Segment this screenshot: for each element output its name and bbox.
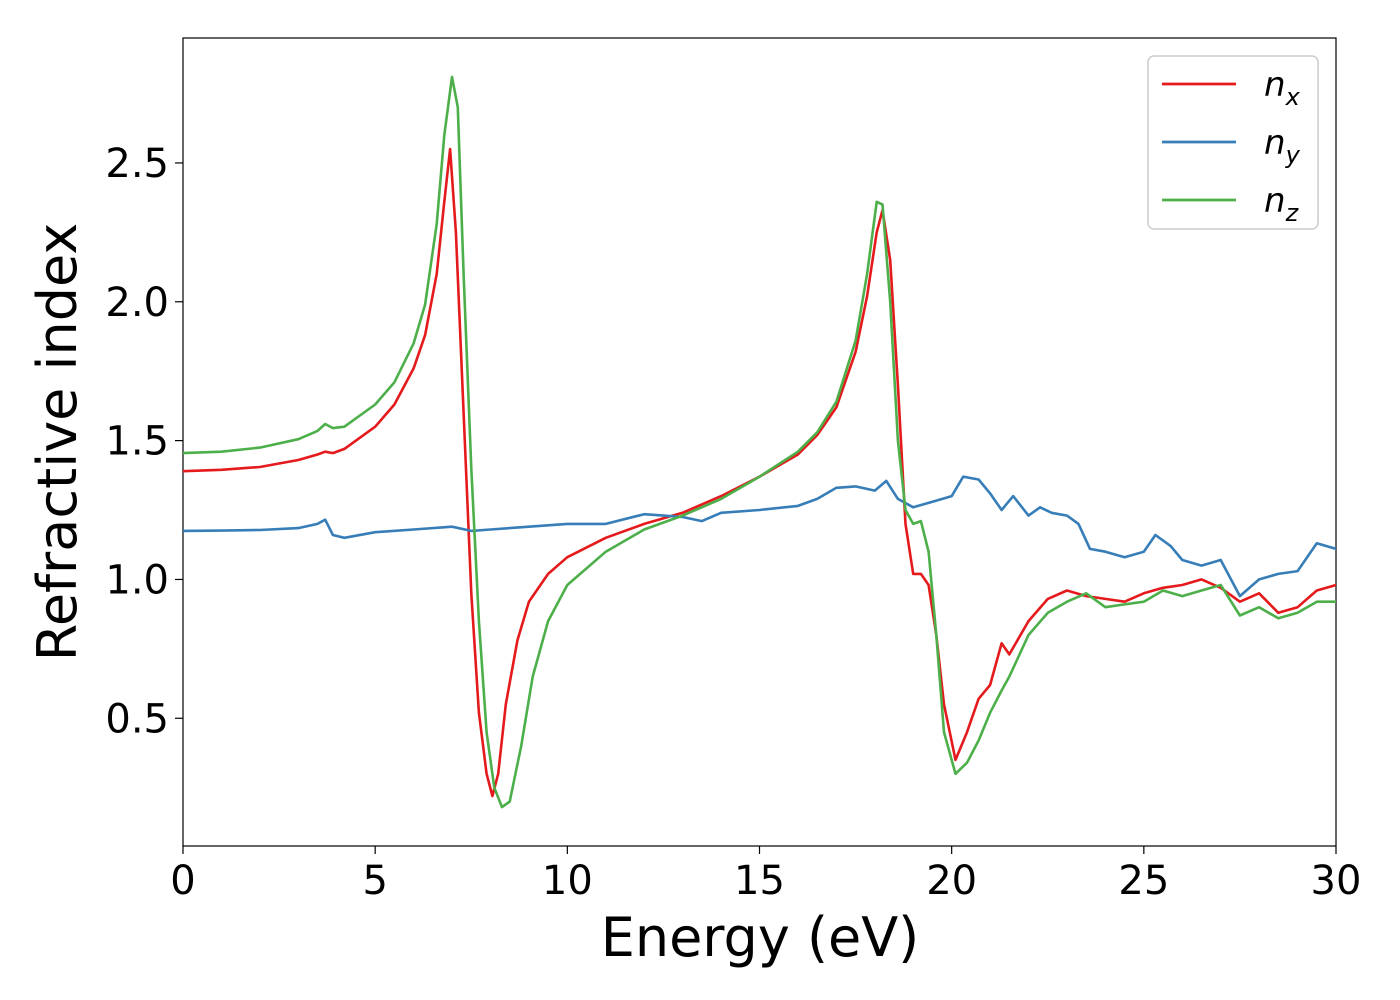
- y-axis-label: Refractive index: [26, 223, 89, 662]
- y-tick-label: 2.0: [105, 280, 169, 326]
- x-tick-label: 30: [1311, 858, 1362, 904]
- y-tick-label: 1.5: [105, 419, 169, 465]
- y-axis: 0.5 1.0 1.5 2.0 2.5: [105, 141, 183, 742]
- legend-label-base: n: [1264, 181, 1286, 221]
- series-line-nz: [183, 75, 1336, 809]
- legend-label-subscript: z: [1285, 199, 1300, 227]
- series-line-ny: [183, 475, 1336, 598]
- x-tick-label: 10: [542, 858, 593, 904]
- legend-label-subscript: x: [1285, 83, 1301, 111]
- x-tick-label: 0: [170, 858, 195, 904]
- x-tick-label: 5: [362, 858, 387, 904]
- series-line-nx: [183, 147, 1336, 798]
- x-axis: 0 5 10 15 20 25 30: [170, 846, 1361, 904]
- legend-label-base: n: [1264, 65, 1286, 105]
- x-tick-label: 25: [1118, 858, 1169, 904]
- series-lines: [183, 75, 1336, 809]
- legend-label-nx: nx: [1264, 65, 1301, 111]
- y-tick-label: 0.5: [105, 696, 169, 742]
- legend-label-nz: nz: [1264, 181, 1300, 227]
- legend-label-subscript: y: [1285, 141, 1301, 169]
- x-axis-label: Energy (eV): [601, 906, 920, 969]
- plot-area: [182, 37, 1337, 847]
- x-tick-label: 20: [926, 858, 977, 904]
- x-tick-label: 15: [734, 858, 785, 904]
- legend-label-base: n: [1264, 123, 1286, 163]
- y-tick-label: 1.0: [105, 557, 169, 603]
- plot-frame: [182, 37, 1337, 847]
- y-tick-label: 2.5: [105, 141, 169, 187]
- legend-label-ny: ny: [1264, 123, 1301, 169]
